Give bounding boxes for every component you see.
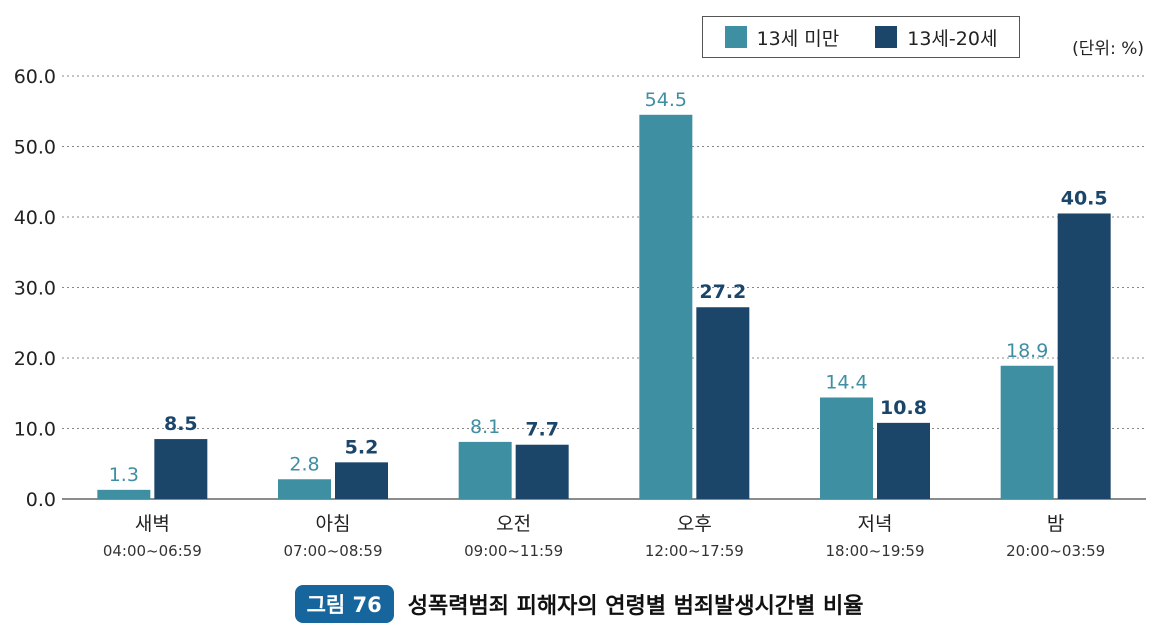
legend-label-13-20: 13세-20세 (907, 27, 998, 50)
bar (877, 422, 930, 499)
legend-swatch-13-20 (875, 26, 898, 48)
bar (1000, 365, 1054, 499)
x-category-label: 오전 (496, 513, 531, 535)
data-label: 54.5 (645, 89, 687, 111)
x-category-label: 저녁 (858, 513, 893, 535)
x-category-time: 04:00~06:59 (103, 542, 202, 560)
bar-chart: 0.0 10.0 20.0 30.0 40.0 50.0 60.0 1.3 8.5 새벽 04:00… (14, 66, 1146, 560)
y-tick-label: 20.0 (14, 348, 56, 370)
figure-number-badge: 그림 76 (294, 585, 394, 623)
unit-label: (단위: %) (1072, 39, 1144, 59)
x-category-label: 새벽 (135, 513, 170, 535)
legend-label-under-13: 13세 미만 (756, 27, 840, 50)
data-label: 10.8 (880, 397, 927, 419)
bar (696, 307, 750, 499)
data-label: 14.4 (825, 371, 867, 393)
data-label: 7.7 (525, 419, 559, 441)
bar (515, 444, 569, 499)
data-label: 27.2 (699, 281, 746, 303)
bar (335, 462, 388, 499)
bar (1057, 213, 1111, 499)
y-tick-label: 0.0 (26, 489, 56, 511)
data-label: 2.8 (289, 453, 319, 475)
bar (154, 439, 208, 499)
chart-legend: 13세 미만 13세-20세 (702, 16, 1020, 58)
data-label: 40.5 (1061, 187, 1108, 209)
y-tick-label: 10.0 (14, 419, 56, 441)
data-label: 1.3 (109, 464, 139, 486)
x-category-time: 18:00~19:59 (825, 542, 924, 560)
y-tick-label: 40.0 (14, 207, 56, 229)
data-label: 8.1 (470, 416, 500, 438)
legend-item-13-20: 13세-20세 (875, 24, 997, 51)
y-tick-label: 60.0 (14, 66, 56, 88)
x-category-label: 아침 (316, 513, 351, 535)
bar (820, 397, 873, 499)
x-category-time: 20:00~03:59 (1006, 542, 1105, 560)
bar (639, 114, 693, 500)
y-tick-label: 30.0 (14, 278, 56, 300)
x-category-time: 09:00~11:59 (464, 542, 563, 560)
data-label: 18.9 (1006, 340, 1048, 362)
y-tick-label: 50.0 (14, 137, 56, 159)
bar (458, 441, 512, 499)
legend-item-under-13: 13세 미만 (724, 24, 840, 51)
data-label: 5.2 (345, 436, 379, 458)
figure-caption: 그림 76 성폭력범죄 피해자의 연령별 범죄발생시간별 비율 (0, 585, 1158, 623)
x-category-label: 밤 (1047, 513, 1064, 535)
x-category-label: 오후 (677, 513, 712, 535)
figure-title: 성폭력범죄 피해자의 연령별 범죄발생시간별 비율 (407, 594, 864, 619)
x-category-time: 07:00~08:59 (283, 542, 382, 560)
x-category-time: 12:00~17:59 (645, 542, 744, 560)
data-label: 8.5 (164, 413, 198, 435)
bar (278, 479, 331, 499)
legend-swatch-under-13 (724, 26, 747, 48)
bar (97, 489, 151, 499)
